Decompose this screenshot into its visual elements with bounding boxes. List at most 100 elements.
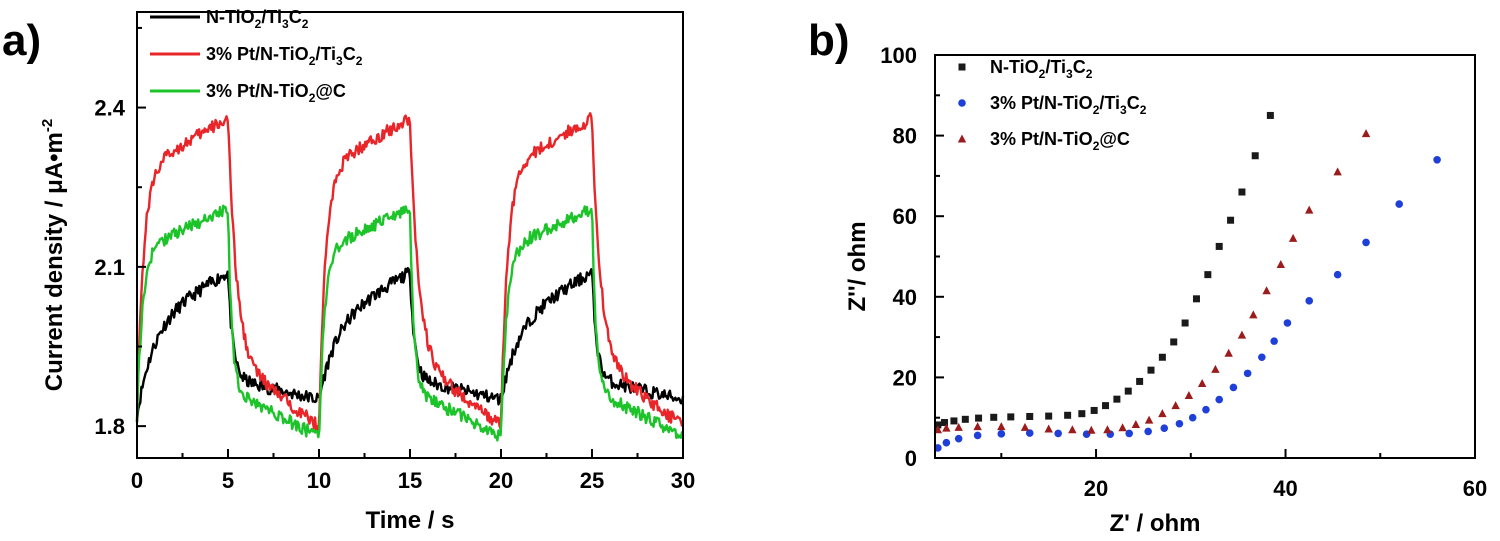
panel-b-point-square	[1181, 319, 1189, 327]
panel-b-legend-label-1-part: 2	[1140, 103, 1147, 117]
panel-a-legend-label-2: 3% Pt/N-TiO2@C	[206, 81, 346, 105]
panel-b-series-1	[934, 155, 1441, 452]
panel-b-point-triangle	[1288, 233, 1298, 242]
panel-b-point-square	[1090, 406, 1098, 414]
panel-b-legend-label-0-part: 2	[1039, 67, 1046, 81]
panel-a-x-tick-label: 0	[131, 468, 143, 493]
panel-b-point-triangle	[1249, 310, 1258, 319]
panel-a-legend-label-1-part: C	[343, 44, 356, 64]
panel-b-legend-marker-1	[958, 99, 966, 107]
panel-b-point-circle	[1125, 429, 1134, 438]
panel-b-point-triangle	[1171, 401, 1180, 410]
panel-b-point-square	[934, 421, 942, 429]
panel-b-point-circle	[1144, 427, 1152, 436]
panel-a-legend-label-0-part: C	[289, 7, 302, 27]
panel-b-point-triangle	[1020, 422, 1030, 431]
panel-b-legend-label-0: N-TiO2/Ti3C2	[990, 57, 1093, 81]
panel-b-point-square	[1227, 216, 1235, 224]
panel-a-legend-label-0-part: /Ti	[261, 7, 282, 27]
panel-a-y-axis-title-main: Current density / μA•m	[41, 132, 68, 391]
panel-b-point-square	[1192, 295, 1200, 303]
panel-b-y-axis-title: Z''/ ohm	[844, 221, 871, 311]
panel-b-point-circle	[1243, 369, 1252, 378]
panel-a-legend-label-2-part: 3% Pt/N-TiO	[206, 81, 309, 101]
panel-a-y-axis-title-sup: -2	[39, 119, 56, 132]
panel-a-legend-label-1-part: 2	[356, 54, 363, 68]
panel-b-point-square	[1204, 271, 1212, 279]
panel-a-legend-label-0-part: N-TiO	[206, 7, 255, 27]
panel-b-point-square	[975, 414, 983, 422]
panel-b-point-square	[950, 417, 958, 425]
panel-b-point-square	[1045, 412, 1053, 420]
panel-a-legend-label-1-part: /Ti	[315, 44, 336, 64]
panel-a-legend-label-1: 3% Pt/N-TiO2/Ti3C2	[206, 44, 363, 68]
panel-b-point-square	[1102, 402, 1110, 410]
panel-b-point-triangle	[1158, 409, 1167, 418]
panel-b-point-triangle	[942, 423, 951, 432]
panel-b-point-square	[940, 419, 948, 427]
panel-a-y-tick-label: 2.4	[94, 96, 125, 121]
panel-b-point-circle	[1175, 419, 1184, 428]
panel-b-point-triangle	[973, 422, 982, 431]
panel-b-point-square	[1026, 412, 1034, 420]
panel-b-point-circle	[1160, 424, 1169, 432]
panel-a-legend-label-1-part: 2	[309, 54, 316, 68]
panel-b-point-triangle	[1044, 424, 1053, 433]
panel-b-point-triangle	[1103, 425, 1112, 434]
panel-b-point-triangle	[1197, 378, 1207, 387]
panel-b-legend-label-1-part: 3% Pt/N-TiO	[990, 93, 1093, 113]
panel-a-x-tick-label: 25	[580, 468, 604, 493]
panel-a-legend-label-0-part: 2	[302, 17, 309, 31]
panel-a-legend-label-0-part: 3	[282, 17, 289, 31]
panel-b-legend-marker-0	[958, 63, 966, 71]
panel-b-point-circle	[997, 430, 1006, 438]
panel-b-legend-label-2-part: 3% Pt/N-TiO	[990, 129, 1093, 149]
panel-b-point-square	[1251, 152, 1259, 160]
panel-b-point-circle	[954, 434, 963, 443]
panel-b-legend-label-1-part: 3	[1120, 103, 1127, 117]
panel-a-legend-label-2-part: @C	[315, 81, 346, 101]
panel-b-legend-label-0-part: 3	[1066, 67, 1073, 81]
panel-b-point-triangle	[1224, 348, 1233, 357]
panel-b-point-square	[1170, 338, 1178, 346]
panel-a-series-line-1	[135, 112, 684, 433]
panel-b-point-triangle	[1276, 260, 1285, 269]
panel-a-y-axis-title: Current density / μA•m-2	[39, 119, 68, 391]
panel-b-legend-label-0-part: N-TiO	[990, 57, 1039, 77]
panel-b-series-group	[933, 111, 1441, 452]
panel-b-point-square	[1215, 242, 1223, 250]
panel-b-point-square	[1064, 411, 1072, 419]
panel-b-point-triangle	[1361, 129, 1371, 138]
panel-a-x-tick-label: 30	[671, 468, 695, 493]
panel-b-label: b)	[808, 16, 850, 65]
panel-a-x-axis-title: Time / s	[366, 507, 455, 534]
panel-b-point-circle	[1215, 395, 1224, 404]
panel-b-x-tick-label: 20	[1084, 476, 1108, 501]
panel-b-point-triangle	[1211, 364, 1220, 373]
panel-b-point-circle	[1188, 413, 1197, 422]
panel-a-x-tick-label: 15	[398, 468, 422, 493]
panel-b-point-triangle	[954, 422, 963, 431]
panel-b-legend-label-1: 3% Pt/N-TiO2/Ti3C2	[990, 93, 1147, 117]
panel-b-legend-label-1-part: C	[1127, 93, 1140, 113]
panel-b-point-square	[1238, 188, 1246, 196]
panel-b-point-circle	[1283, 319, 1292, 327]
panel-a-legend-label-2-part: 2	[309, 91, 316, 105]
panel-a-legend-label-0-part: 2	[255, 17, 262, 31]
panel-b-x-axis-title: Z' / ohm	[1109, 510, 1200, 537]
panel-a-label: a)	[2, 16, 41, 65]
panel-b-point-triangle	[1144, 415, 1154, 424]
panel-a-series-line-0	[135, 267, 685, 423]
panel-b-point-triangle	[1131, 420, 1141, 429]
panel-b-point-triangle	[997, 422, 1006, 431]
panel-b-point-triangle	[1068, 425, 1077, 434]
panel-b-y-tick-label: 0	[905, 446, 917, 471]
panel-a-legend-label-1-part: 3% Pt/N-TiO	[206, 44, 309, 64]
panel-b-x-tick-label: 60	[1463, 476, 1487, 501]
panel-b-legend-label-2-part: @C	[1099, 129, 1130, 149]
panel-b-legend-label-1-part: 2	[1093, 103, 1100, 117]
panel-b-point-circle	[1433, 155, 1441, 164]
